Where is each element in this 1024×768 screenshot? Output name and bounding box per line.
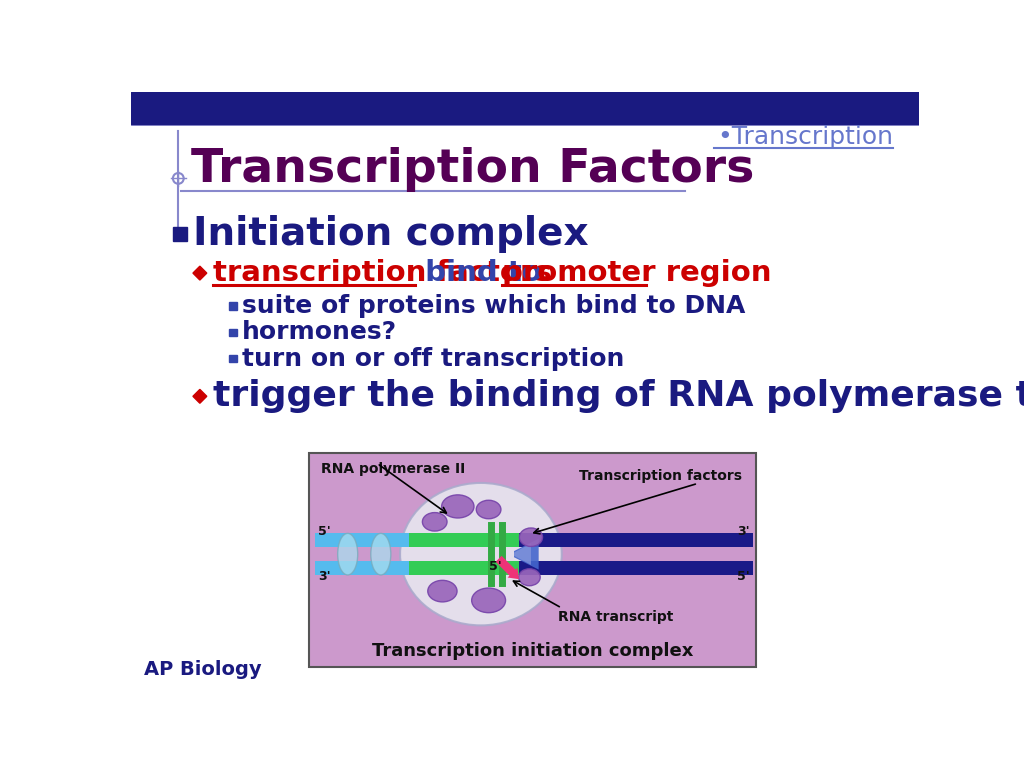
Ellipse shape bbox=[519, 528, 543, 547]
Bar bbox=[229, 355, 237, 362]
Bar bbox=[315, 561, 416, 575]
Bar bbox=[229, 329, 237, 336]
Text: transcription factors: transcription factors bbox=[213, 259, 552, 287]
Text: suite of proteins which bind to DNA: suite of proteins which bind to DNA bbox=[243, 294, 745, 318]
Ellipse shape bbox=[428, 581, 457, 602]
Bar bbox=[514, 533, 753, 548]
Polygon shape bbox=[193, 389, 207, 403]
Text: RNA transcript: RNA transcript bbox=[558, 610, 674, 624]
Ellipse shape bbox=[472, 588, 506, 613]
Bar bbox=[410, 561, 519, 575]
Ellipse shape bbox=[518, 569, 541, 586]
Ellipse shape bbox=[422, 512, 447, 531]
Ellipse shape bbox=[476, 500, 501, 518]
Text: Transcription factors: Transcription factors bbox=[579, 469, 742, 484]
Text: 5': 5' bbox=[488, 561, 502, 574]
Text: RNA polymerase II: RNA polymerase II bbox=[321, 462, 465, 475]
Text: 5': 5' bbox=[737, 571, 750, 584]
Polygon shape bbox=[514, 544, 531, 565]
Text: Initiation complex: Initiation complex bbox=[193, 215, 589, 253]
Text: trigger the binding of RNA polymerase to DNA: trigger the binding of RNA polymerase to… bbox=[213, 379, 1024, 413]
Bar bbox=[131, 92, 920, 124]
Ellipse shape bbox=[441, 495, 474, 518]
Ellipse shape bbox=[338, 533, 357, 575]
Polygon shape bbox=[514, 539, 539, 570]
Text: 5': 5' bbox=[318, 525, 331, 538]
Bar bbox=[173, 227, 186, 241]
Text: Transcription Factors: Transcription Factors bbox=[190, 147, 754, 192]
Bar bbox=[514, 561, 753, 575]
Ellipse shape bbox=[371, 533, 391, 575]
Bar bbox=[229, 303, 237, 310]
Bar bbox=[309, 452, 756, 667]
Bar bbox=[315, 533, 416, 548]
Bar bbox=[410, 533, 519, 548]
Text: hormones?: hormones? bbox=[243, 320, 397, 344]
Text: Transcription initiation complex: Transcription initiation complex bbox=[372, 642, 693, 660]
FancyArrow shape bbox=[496, 556, 519, 579]
Text: 3': 3' bbox=[737, 525, 750, 538]
Ellipse shape bbox=[400, 483, 562, 625]
Polygon shape bbox=[193, 266, 207, 280]
Text: AP Biology: AP Biology bbox=[144, 660, 262, 679]
Text: turn on or off transcription: turn on or off transcription bbox=[243, 346, 625, 371]
Text: •Transcription: •Transcription bbox=[717, 125, 893, 149]
Text: bind to: bind to bbox=[415, 259, 552, 287]
Text: promoter region: promoter region bbox=[502, 259, 771, 287]
Text: 3': 3' bbox=[318, 571, 331, 584]
